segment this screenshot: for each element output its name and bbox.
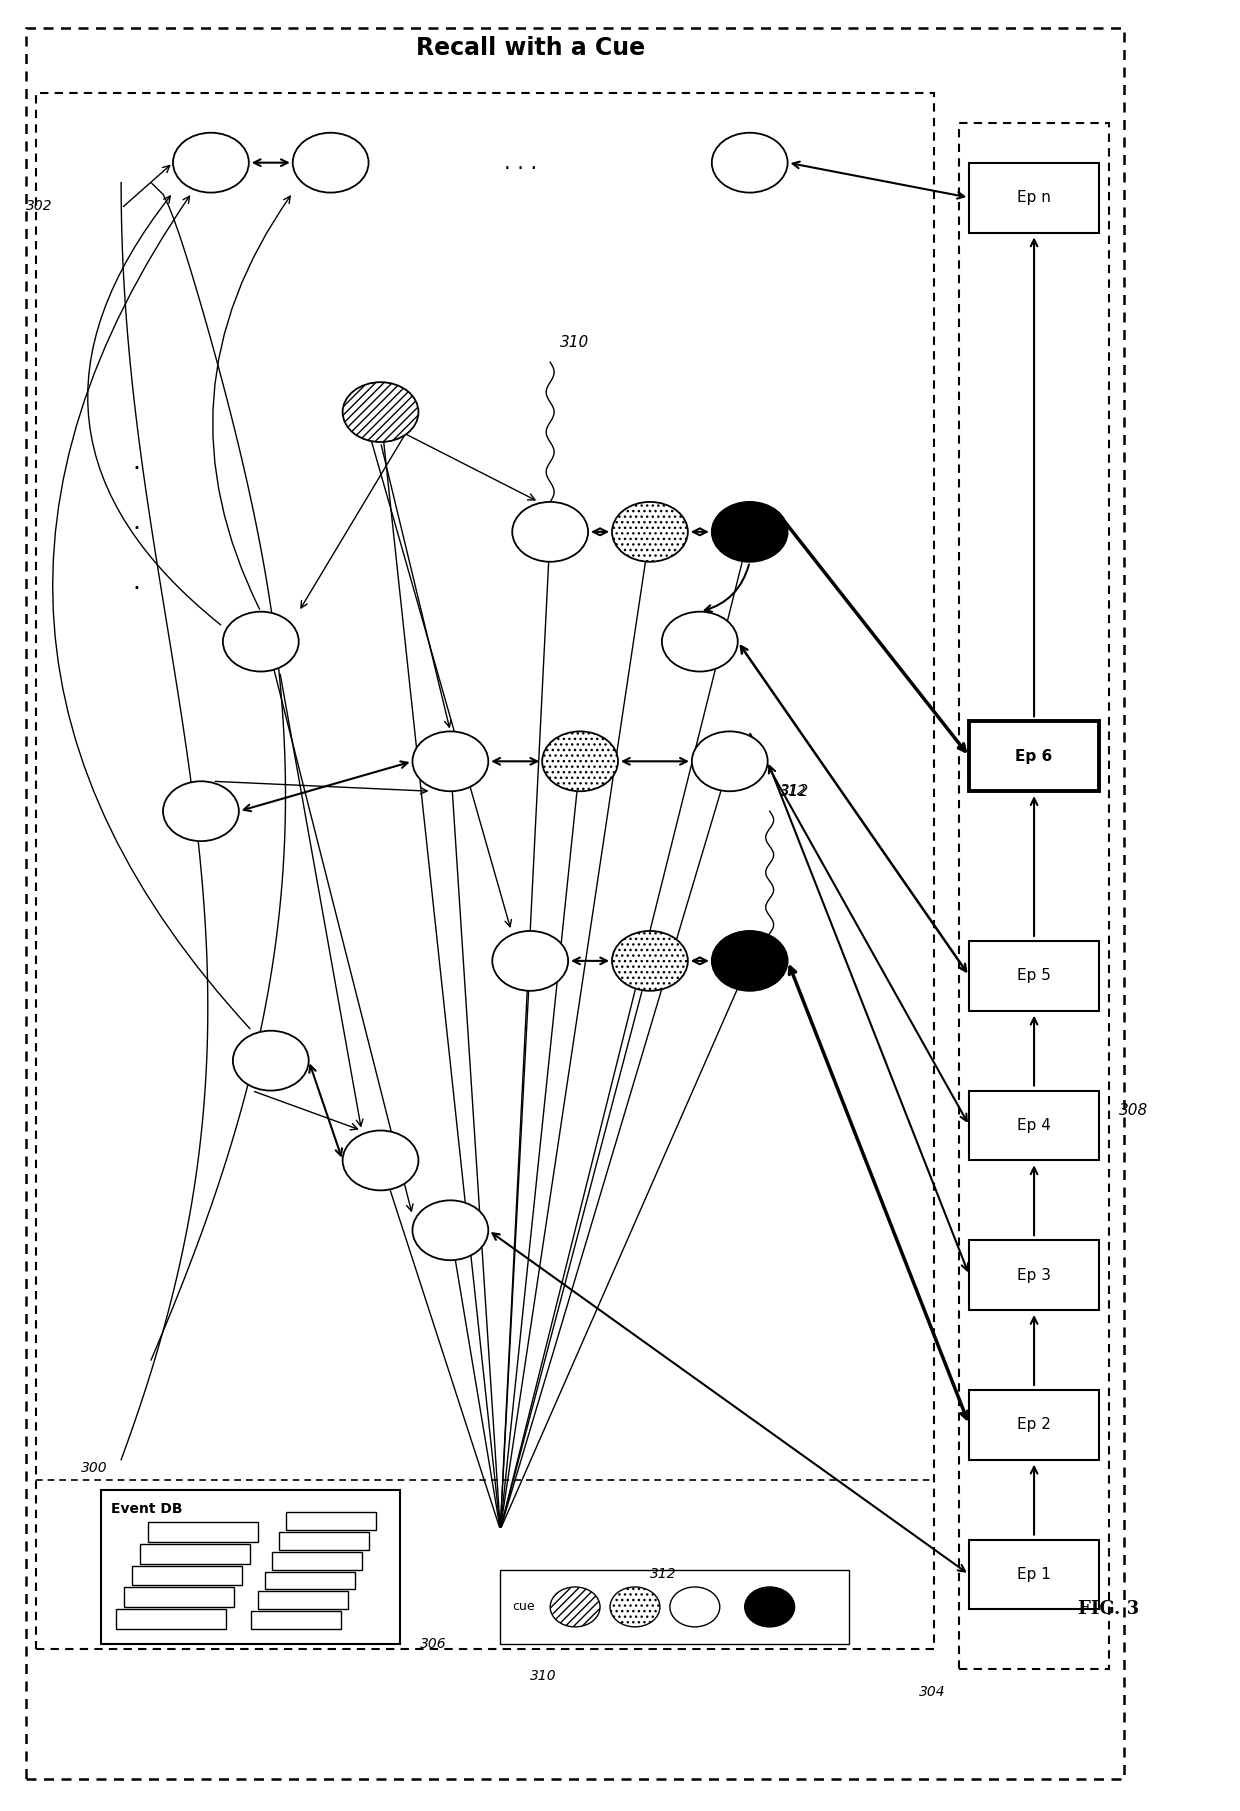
Ellipse shape: [610, 1586, 660, 1626]
Bar: [102, 1490, 401, 1644]
Ellipse shape: [613, 502, 688, 561]
Bar: [133, 1565, 242, 1585]
Text: Ep n: Ep n: [1017, 190, 1052, 205]
Text: 300: 300: [81, 1461, 108, 1474]
Bar: [124, 1588, 234, 1608]
Text: cue: cue: [512, 1601, 534, 1614]
Ellipse shape: [670, 1586, 719, 1626]
Ellipse shape: [233, 1030, 309, 1090]
Text: .: .: [133, 511, 140, 534]
Ellipse shape: [293, 132, 368, 192]
Text: 304: 304: [919, 1686, 946, 1699]
Text: 308: 308: [1118, 1103, 1148, 1117]
Ellipse shape: [223, 612, 299, 672]
Text: Ep 5: Ep 5: [1017, 969, 1052, 983]
Text: Event DB: Event DB: [112, 1501, 182, 1516]
Ellipse shape: [413, 1201, 489, 1260]
Ellipse shape: [745, 1586, 795, 1626]
Ellipse shape: [174, 132, 249, 192]
Bar: [148, 1521, 258, 1541]
Bar: [970, 1241, 1099, 1309]
Text: 306: 306: [420, 1637, 448, 1652]
Bar: [970, 1389, 1099, 1460]
Bar: [970, 1090, 1099, 1161]
Ellipse shape: [413, 732, 489, 791]
Text: FIG. 3: FIG. 3: [1079, 1601, 1140, 1619]
Text: . . .: . . .: [503, 152, 537, 172]
Bar: [36, 92, 934, 1650]
Ellipse shape: [712, 931, 787, 991]
Ellipse shape: [692, 732, 768, 791]
Ellipse shape: [712, 502, 787, 561]
Bar: [960, 123, 1109, 1670]
Ellipse shape: [662, 612, 738, 672]
Ellipse shape: [551, 1586, 600, 1626]
Text: Recall with a Cue: Recall with a Cue: [415, 36, 645, 60]
Ellipse shape: [492, 931, 568, 991]
Text: Ep 4: Ep 4: [1017, 1117, 1052, 1134]
Ellipse shape: [162, 781, 239, 840]
Text: Ep 2: Ep 2: [1017, 1418, 1052, 1433]
Bar: [140, 1543, 249, 1563]
Bar: [500, 1570, 849, 1644]
Bar: [970, 163, 1099, 232]
Text: 310: 310: [560, 335, 589, 350]
Bar: [26, 27, 1123, 1778]
Ellipse shape: [342, 1130, 418, 1190]
Text: 312: 312: [780, 784, 808, 799]
Text: 310: 310: [531, 1670, 557, 1682]
Text: .: .: [133, 449, 140, 474]
Text: 312: 312: [650, 1568, 677, 1581]
Bar: [258, 1592, 347, 1610]
Bar: [272, 1552, 362, 1570]
Bar: [285, 1512, 376, 1530]
Bar: [970, 942, 1099, 1011]
Ellipse shape: [512, 502, 588, 561]
Bar: [250, 1612, 341, 1630]
Ellipse shape: [613, 931, 688, 991]
Text: 312: 312: [780, 784, 806, 799]
Ellipse shape: [712, 132, 787, 192]
Bar: [970, 1539, 1099, 1610]
Bar: [970, 721, 1099, 791]
Bar: [117, 1610, 226, 1630]
Ellipse shape: [342, 382, 418, 442]
Text: Ep 6: Ep 6: [1016, 748, 1053, 764]
Text: Ep 3: Ep 3: [1017, 1268, 1052, 1282]
Bar: [265, 1572, 355, 1590]
Ellipse shape: [542, 732, 618, 791]
Text: Ep 1: Ep 1: [1017, 1567, 1052, 1583]
Text: 302: 302: [26, 199, 53, 212]
Bar: [279, 1532, 368, 1550]
Text: .: .: [133, 570, 140, 594]
